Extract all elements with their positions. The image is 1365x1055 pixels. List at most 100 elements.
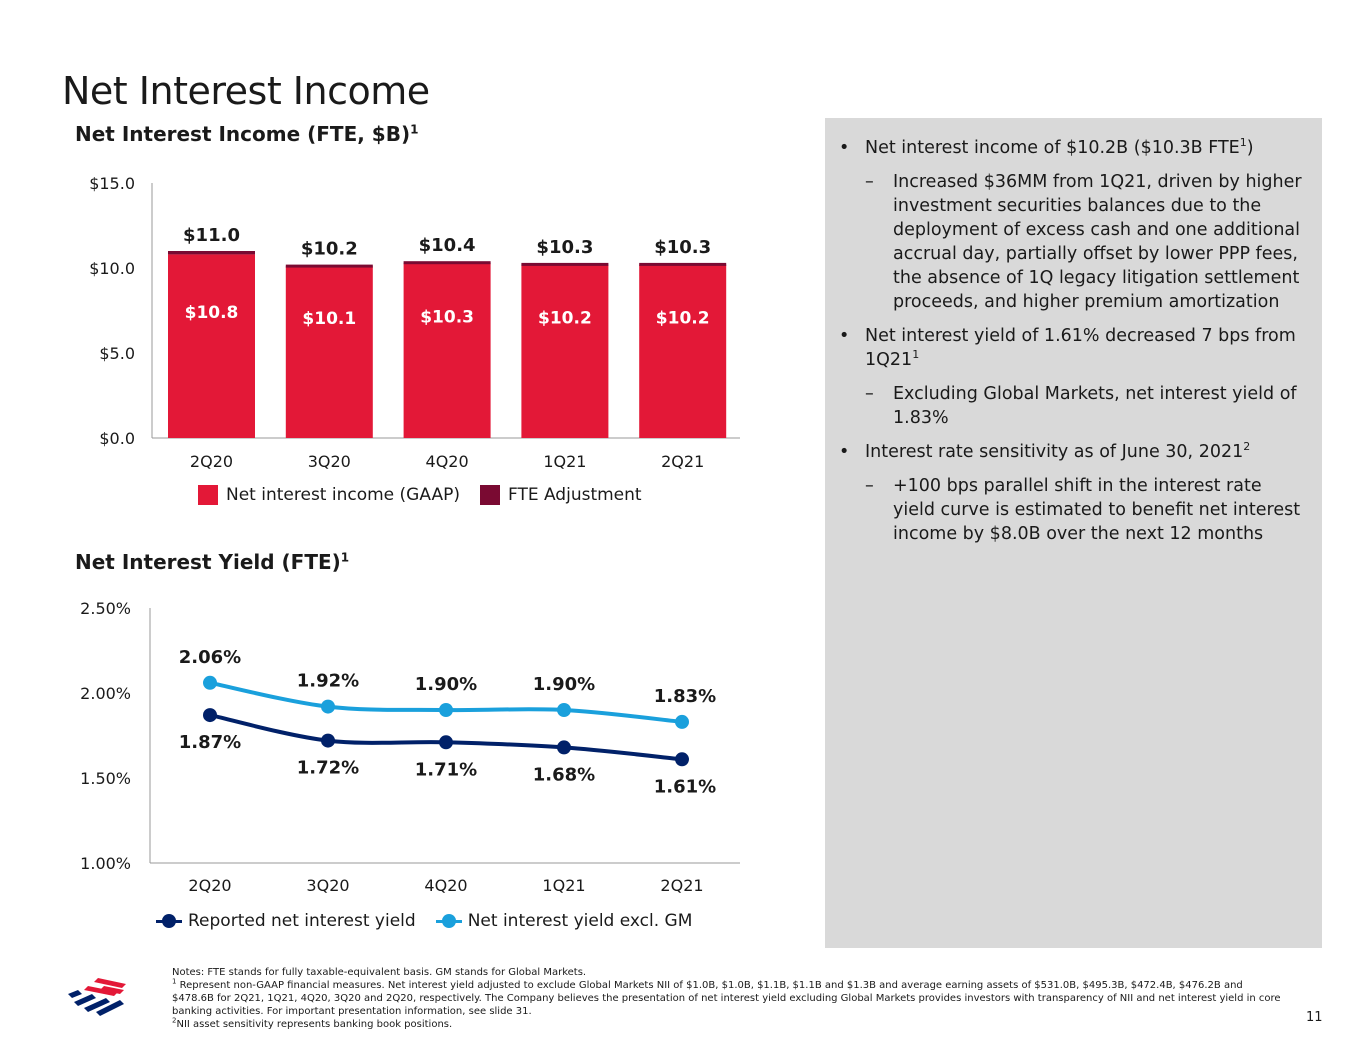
point-label-reported: 1.72% bbox=[297, 758, 359, 779]
bullet-nii-text: Net interest income of $10.2B ($10.3B FT… bbox=[865, 136, 1254, 160]
legend-swatch-reported bbox=[156, 913, 182, 929]
point-reported bbox=[439, 735, 453, 750]
legend-swatch-gaap bbox=[198, 485, 218, 505]
y-tick-label: 1.00% bbox=[80, 854, 131, 873]
line-chart-title: Net Interest Yield (FTE)1 bbox=[75, 550, 349, 574]
bar-gaap bbox=[168, 254, 255, 438]
bar-chart-title: Net Interest Income (FTE, $B)1 bbox=[75, 122, 418, 146]
footnote-2-text: NII asset sensitivity represents banking… bbox=[176, 1019, 453, 1030]
x-tick-label: 4Q20 bbox=[426, 452, 469, 471]
legend-item-reported: Reported net interest yield bbox=[156, 911, 416, 931]
point-label-excl-gm: 2.06% bbox=[179, 647, 241, 668]
bullet-yield-text: Net interest yield of 1.61% decreased 7 … bbox=[865, 324, 1302, 372]
legend-item-gaap: Net interest income (GAAP) bbox=[198, 485, 460, 505]
point-label-excl-gm: 1.90% bbox=[415, 674, 477, 695]
point-excl-gm bbox=[321, 699, 335, 714]
bar-chart-title-text: Net Interest Income (FTE, $B) bbox=[75, 122, 411, 146]
bullet-yield-main: Net interest yield of 1.61% decreased 7 … bbox=[865, 326, 1296, 370]
sub-bullet-mark: – bbox=[865, 384, 874, 404]
sub-bullet-mark: – bbox=[865, 172, 874, 192]
bullet-sensitivity: • Interest rate sensitivity as of June 3… bbox=[839, 440, 1302, 464]
sub-bullet-sensitivity-shift-text: +100 bps parallel shift in the interest … bbox=[893, 476, 1301, 544]
bank-flag-logo-icon bbox=[68, 978, 126, 1016]
sub-bullet-mark: – bbox=[865, 476, 874, 496]
point-reported bbox=[203, 708, 217, 723]
bar-gaap-label: $10.2 bbox=[538, 308, 592, 328]
sub-bullet-nii-driver: – Increased $36MM from 1Q21, driven by h… bbox=[865, 170, 1302, 314]
bar-fte-adjustment bbox=[403, 261, 491, 265]
line-chart-title-footnote: 1 bbox=[340, 550, 350, 565]
sub-bullet-sensitivity-shift: – +100 bps parallel shift in the interes… bbox=[865, 474, 1302, 546]
footnote-notes: Notes: FTE stands for fully taxable-equi… bbox=[172, 967, 587, 978]
bar-gaap-label: $10.8 bbox=[185, 303, 239, 323]
legend-label-fte: FTE Adjustment bbox=[507, 485, 642, 505]
bar-fte-adjustment bbox=[639, 262, 727, 266]
footnote-2: 2NII asset sensitivity represents bankin… bbox=[172, 1017, 1287, 1031]
point-label-reported: 1.61% bbox=[654, 776, 716, 797]
footnote-1-marker: 1 bbox=[172, 977, 177, 986]
y-tick-label: 2.00% bbox=[80, 684, 131, 703]
bullet-sensitivity-main: Interest rate sensitivity as of June 30,… bbox=[865, 442, 1244, 462]
bullet-nii-footnote: 1 bbox=[1239, 136, 1247, 150]
line-chart-title-text: Net Interest Yield (FTE) bbox=[75, 550, 341, 574]
x-tick-label: 3Q20 bbox=[306, 876, 349, 895]
y-tick-label: $10.0 bbox=[89, 259, 135, 278]
point-excl-gm bbox=[439, 703, 453, 717]
point-label-reported: 1.71% bbox=[415, 759, 477, 780]
point-excl-gm bbox=[675, 714, 689, 729]
x-tick-label: 2Q20 bbox=[190, 452, 233, 471]
bar-gaap bbox=[403, 262, 491, 438]
page-number: 11 bbox=[1306, 1010, 1323, 1025]
y-tick-label: $0.0 bbox=[99, 429, 135, 448]
bar-gaap bbox=[285, 266, 373, 438]
point-label-reported: 1.87% bbox=[179, 732, 241, 753]
bullet-nii-main: Net interest income of $10.2B ($10.3B FT… bbox=[865, 138, 1240, 158]
bullet-mark: • bbox=[839, 326, 850, 346]
bar-gaap bbox=[639, 264, 727, 438]
line-chart-legend: Reported net interest yield Net interest… bbox=[156, 911, 712, 931]
footnote-1: 1 Represent non-GAAP financial measures.… bbox=[172, 977, 1287, 1018]
legend-label-gaap: Net interest income (GAAP) bbox=[226, 485, 460, 505]
bullet-mark: • bbox=[839, 138, 850, 158]
sub-bullet-yield-excl-gm-text: Excluding Global Markets, net interest y… bbox=[893, 384, 1297, 428]
bar-total-label: $10.4 bbox=[419, 235, 476, 256]
point-label-excl-gm: 1.92% bbox=[297, 671, 359, 692]
bar-gaap bbox=[521, 264, 609, 438]
legend-label-reported: Reported net interest yield bbox=[188, 911, 416, 931]
legend-swatch-excl-gm bbox=[435, 913, 462, 929]
x-tick-label: 2Q20 bbox=[188, 876, 231, 895]
bar-gaap-label: $10.1 bbox=[302, 309, 356, 329]
legend-item-excl-gm: Net interest yield excl. GM bbox=[435, 911, 692, 931]
commentary-panel: • Net interest income of $10.2B ($10.3B … bbox=[825, 118, 1322, 948]
footnote-1-text: Represent non-GAAP financial measures. N… bbox=[172, 980, 1281, 1017]
bar-gaap-label: $10.3 bbox=[420, 307, 474, 327]
legend-swatch-fte bbox=[479, 485, 500, 505]
bar-fte-adjustment bbox=[521, 262, 609, 266]
point-excl-gm bbox=[557, 703, 571, 717]
point-label-reported: 1.68% bbox=[533, 764, 595, 785]
bullet-yield-footnote: 1 bbox=[912, 348, 920, 362]
sub-bullet-nii-driver-text: Increased $36MM from 1Q21, driven by hig… bbox=[893, 172, 1302, 312]
bar-chart-title-footnote: 1 bbox=[410, 122, 419, 137]
bullet-sensitivity-text: Interest rate sensitivity as of June 30,… bbox=[865, 440, 1250, 464]
y-tick-label: 1.50% bbox=[80, 769, 131, 788]
point-label-excl-gm: 1.83% bbox=[654, 686, 716, 707]
point-excl-gm bbox=[203, 675, 217, 690]
bar-total-label: $10.3 bbox=[654, 237, 711, 258]
bar-gaap-label: $10.2 bbox=[656, 308, 710, 328]
bar-total-label: $10.3 bbox=[536, 237, 593, 258]
sub-bullet-yield-excl-gm: – Excluding Global Markets, net interest… bbox=[865, 382, 1302, 430]
x-tick-label: 1Q21 bbox=[543, 452, 586, 471]
point-reported bbox=[557, 740, 571, 755]
bar-fte-adjustment bbox=[285, 264, 373, 268]
bullet-sensitivity-footnote: 2 bbox=[1243, 440, 1251, 454]
x-tick-label: 2Q21 bbox=[660, 876, 703, 895]
bullet-nii: • Net interest income of $10.2B ($10.3B … bbox=[839, 136, 1302, 160]
y-tick-label: $5.0 bbox=[99, 344, 135, 363]
y-tick-label: 2.50% bbox=[80, 599, 131, 618]
x-tick-label: 2Q21 bbox=[661, 452, 704, 471]
point-reported bbox=[675, 752, 689, 767]
bar-total-label: $11.0 bbox=[183, 225, 240, 246]
